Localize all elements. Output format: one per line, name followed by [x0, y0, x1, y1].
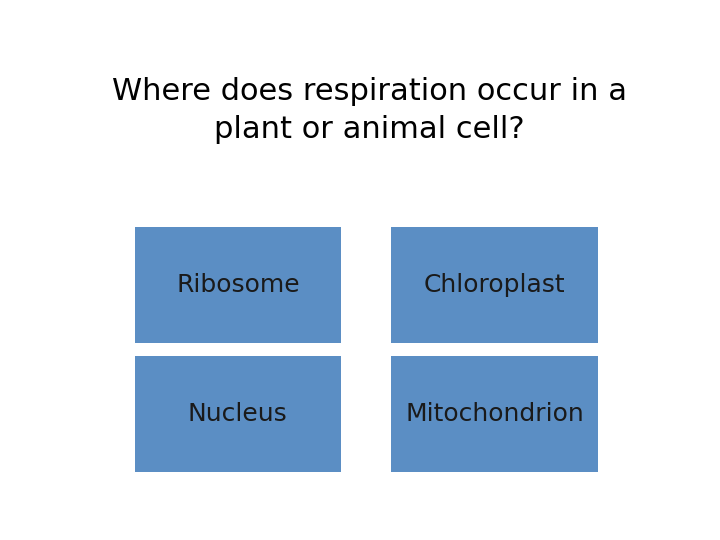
Text: Nucleus: Nucleus — [188, 402, 288, 426]
Text: Where does respiration occur in a
plant or animal cell?: Where does respiration occur in a plant … — [112, 77, 626, 145]
FancyBboxPatch shape — [135, 356, 341, 472]
Text: Ribosome: Ribosome — [176, 273, 300, 297]
FancyBboxPatch shape — [135, 227, 341, 343]
Text: Chloroplast: Chloroplast — [424, 273, 565, 297]
FancyBboxPatch shape — [392, 356, 598, 472]
Text: Mitochondrion: Mitochondrion — [405, 402, 584, 426]
FancyBboxPatch shape — [392, 227, 598, 343]
